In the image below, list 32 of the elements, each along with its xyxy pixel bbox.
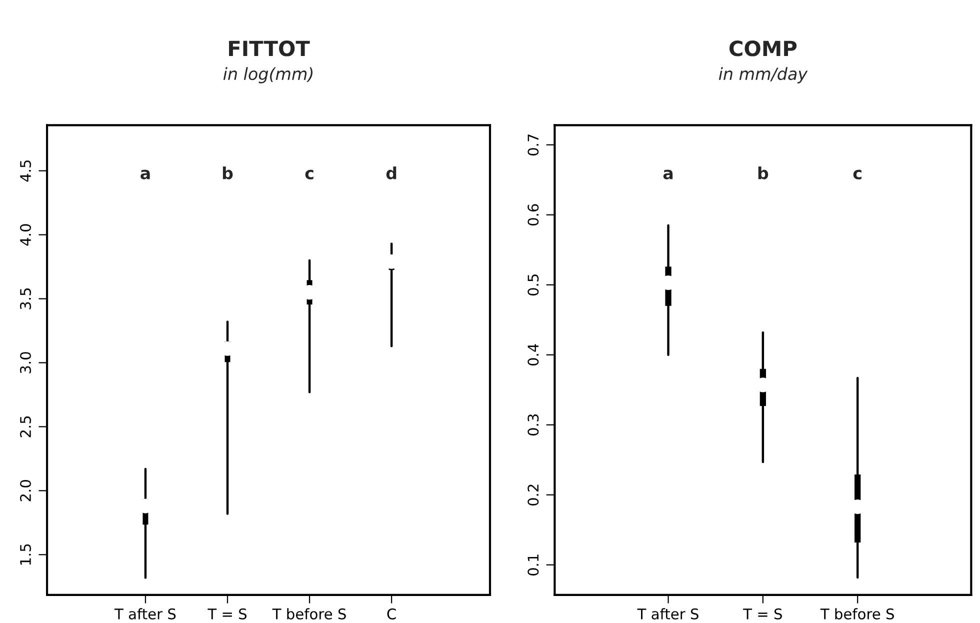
y-tick-label: 0.7 xyxy=(528,134,539,156)
chart-subtitle: in mm/day xyxy=(718,67,808,84)
y-tick-label: 0.3 xyxy=(528,414,539,436)
annotation: d xyxy=(386,166,396,180)
chart-subtitle: in log(mm) xyxy=(223,67,313,84)
x-tick-label: T before S xyxy=(820,608,894,620)
x-tick-label: T = S xyxy=(208,608,247,620)
y-tick-label: 0.4 xyxy=(528,344,539,366)
y-tick-label: 0.5 xyxy=(528,274,539,296)
annotation: b xyxy=(758,166,768,180)
annotation: a xyxy=(140,170,150,180)
x-tick-label: T after S xyxy=(114,608,176,620)
y-tick-label: 2.5 xyxy=(20,416,32,438)
y-tick-label: 3.0 xyxy=(20,352,32,374)
y-tick-label: 4.5 xyxy=(20,160,32,182)
annotation: a xyxy=(663,170,673,180)
y-tick-label: 0.2 xyxy=(528,484,539,506)
chart-title: FITTOT xyxy=(229,40,310,56)
y-tick-label: 4.0 xyxy=(20,224,32,246)
x-tick-label: T after S xyxy=(637,608,698,620)
chart-title: COMP xyxy=(729,40,797,56)
x-tick-label: C xyxy=(387,608,396,620)
annotation: c xyxy=(305,170,314,180)
y-tick-label: 0.6 xyxy=(528,204,539,226)
x-tick-label: T = S xyxy=(743,608,782,620)
x-tick-label: T before S xyxy=(272,608,346,620)
y-tick-label: 0.1 xyxy=(528,554,539,576)
y-tick-label: 3.5 xyxy=(20,288,32,310)
y-tick-label: 2.0 xyxy=(20,480,32,502)
annotation: b xyxy=(222,166,233,180)
y-tick-label: 1.5 xyxy=(20,544,32,565)
annotation: c xyxy=(853,170,862,180)
